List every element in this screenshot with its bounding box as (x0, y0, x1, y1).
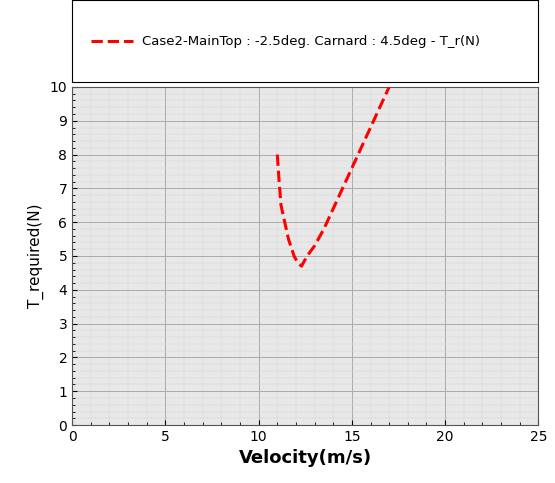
Y-axis label: T_required(N): T_required(N) (28, 204, 44, 308)
X-axis label: Velocity(m/s): Velocity(m/s) (239, 450, 372, 468)
Text: Case2-MainTop : -2.5deg. Carnard : 4.5deg - T_r(N): Case2-MainTop : -2.5deg. Carnard : 4.5de… (142, 35, 480, 47)
